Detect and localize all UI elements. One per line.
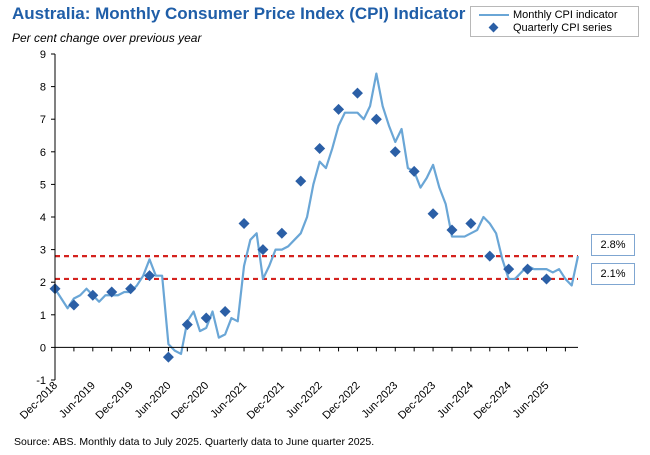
quarterly-cpi-point: [276, 227, 288, 239]
legend-line-swatch: [479, 14, 509, 16]
chart-title: Australia: Monthly Consumer Price Index …: [12, 4, 466, 23]
quarterly-cpi-point: [408, 165, 420, 177]
x-tick-label: Jun-2021: [208, 380, 249, 421]
quarterly-cpi-point: [144, 270, 156, 282]
quarterly-cpi-point: [351, 87, 363, 99]
quarterly-cpi-point: [522, 263, 534, 275]
quarterly-cpi-point: [503, 263, 515, 275]
quarterly-cpi-point: [200, 312, 212, 324]
quarterly-cpi-point: [446, 224, 458, 236]
quarterly-cpi-point: [257, 244, 269, 256]
y-tick-label: 3: [40, 245, 46, 257]
quarterly-cpi-point: [219, 306, 231, 318]
quarterly-cpi-point: [125, 283, 137, 295]
legend: Monthly CPI indicator Quarterly CPI seri…: [470, 6, 639, 37]
x-tick-label: Jun-2020: [133, 380, 174, 421]
quarterly-cpi-point: [106, 286, 118, 298]
quarterly-cpi-point: [181, 319, 193, 331]
x-tick-label: Jun-2023: [359, 380, 400, 421]
reference-lines: [55, 255, 578, 281]
quarterly-cpi-point: [314, 143, 326, 155]
quarterly-cpi-point: [484, 250, 496, 262]
quarterly-cpi-point: [238, 218, 250, 230]
quarterly-cpi-point: [68, 299, 80, 311]
quarterly-cpi-point: [370, 113, 382, 125]
quarterly-cpi-point: [87, 289, 99, 301]
callout-2-8: 2.8%: [591, 234, 635, 256]
quarterly-cpi-point: [333, 103, 345, 115]
monthly-series-layer: [54, 72, 580, 356]
quarterly-cpi-point: [295, 175, 307, 187]
y-tick-label: 0: [40, 342, 46, 354]
x-tick-label: Dec-2019: [94, 380, 136, 422]
quarterly-cpi-point: [427, 208, 439, 220]
x-tick-label: Dec-2020: [169, 380, 211, 422]
source-note: Source: ABS. Monthly data to July 2025. …: [14, 436, 375, 448]
legend-label-quarterly: Quarterly CPI series: [513, 22, 613, 34]
y-tick-label: 8: [40, 82, 46, 94]
y-tick-label: 7: [40, 114, 46, 126]
chart-subtitle: Per cent change over previous year: [12, 31, 202, 45]
y-tick-label: 9: [40, 49, 46, 61]
legend-item-quarterly: Quarterly CPI series: [471, 21, 636, 35]
y-tick-label: 5: [40, 179, 46, 191]
callout-2-1: 2.1%: [591, 263, 635, 285]
legend-item-monthly: Monthly CPI indicator: [471, 8, 636, 22]
x-tick-label: Dec-2021: [245, 380, 287, 422]
y-tick-label: 1: [40, 310, 46, 322]
y-tick-label: 2: [40, 277, 46, 289]
quarterly-cpi-point: [465, 218, 477, 230]
y-tick-label: -1: [36, 375, 46, 387]
x-tick-label: Jun-2022: [284, 380, 325, 421]
x-tick-label: Jun-2025: [511, 380, 552, 421]
y-tick-label: 4: [40, 212, 46, 224]
quarterly-cpi-point: [540, 273, 552, 285]
x-tick-label: Jun-2019: [57, 380, 98, 421]
monthly-cpi-line: [54, 72, 580, 356]
y-tick-label: 6: [40, 147, 46, 159]
quarterly-cpi-point: [162, 351, 174, 363]
x-tick-label: Jun-2024: [435, 380, 476, 421]
x-tick-label: Dec-2023: [396, 380, 438, 422]
legend-label-monthly: Monthly CPI indicator: [513, 9, 618, 21]
quarterly-series-layer: [49, 87, 552, 363]
x-tick-label: Dec-2024: [472, 380, 514, 422]
legend-diamond-swatch: [488, 22, 499, 33]
x-tick-label: Dec-2022: [320, 380, 362, 422]
quarterly-cpi-point: [389, 146, 401, 158]
